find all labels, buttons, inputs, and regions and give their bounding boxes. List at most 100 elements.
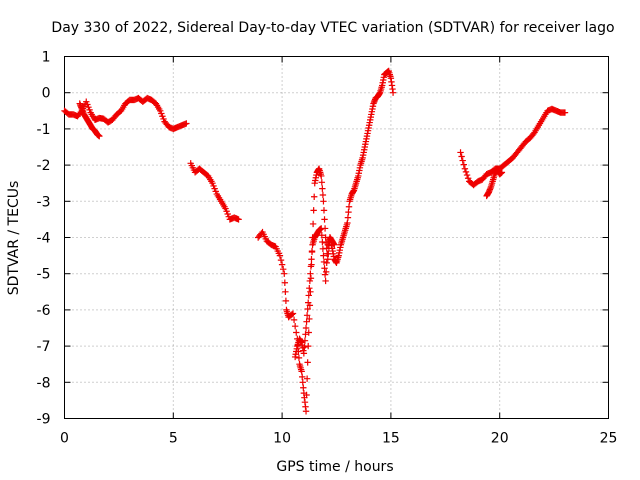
data-point <box>307 270 314 277</box>
data-point <box>460 161 467 168</box>
data-point <box>457 149 464 156</box>
data-point <box>298 368 305 375</box>
x-tick-label: 25 <box>600 431 618 447</box>
data-point <box>306 277 314 285</box>
data-point <box>303 312 311 319</box>
data-point <box>389 89 397 96</box>
series-segment-1 <box>61 94 190 133</box>
data-point <box>308 256 315 263</box>
data-point <box>309 220 317 228</box>
data-marks <box>61 67 569 415</box>
data-point <box>308 248 316 256</box>
data-point <box>281 279 289 286</box>
y-tick-label: -5 <box>37 267 51 283</box>
y-tick-label: 1 <box>42 50 51 66</box>
data-point <box>302 324 310 332</box>
data-point <box>561 109 569 116</box>
data-point <box>305 329 312 336</box>
data-point <box>303 375 311 382</box>
data-point <box>319 238 326 246</box>
x-tick-label: 0 <box>60 431 69 447</box>
x-tick-label: 5 <box>169 431 178 447</box>
data-point <box>345 203 353 210</box>
data-point <box>299 379 306 386</box>
data-point <box>303 391 310 399</box>
data-point <box>318 225 325 232</box>
data-point <box>293 329 300 336</box>
series-segment-1-branch <box>76 100 103 140</box>
y-tick-label: -8 <box>37 375 51 391</box>
series-segment-3 <box>254 67 397 415</box>
data-point <box>304 305 311 313</box>
data-point <box>344 219 351 227</box>
x-tick-label: 15 <box>382 431 400 447</box>
data-point <box>462 168 470 176</box>
data-point <box>277 256 285 264</box>
data-point <box>331 241 338 248</box>
data-point <box>319 191 327 199</box>
data-point <box>310 193 318 200</box>
data-point <box>305 299 312 306</box>
y-tick-label: -9 <box>37 412 51 428</box>
y-tick-label: -6 <box>37 303 51 319</box>
data-point <box>318 179 326 186</box>
data-point <box>278 261 286 268</box>
data-point <box>320 207 328 214</box>
data-point <box>463 171 471 179</box>
series-segment-3-branch <box>291 225 338 361</box>
data-point <box>319 245 327 253</box>
data-point <box>302 331 309 338</box>
data-point <box>324 250 331 257</box>
data-point <box>320 198 327 205</box>
data-point <box>307 263 315 270</box>
data-point <box>324 256 331 263</box>
x-axis-label: GPS time / hours <box>276 459 393 475</box>
data-point <box>288 311 296 318</box>
series-segment-2 <box>187 160 242 223</box>
y-tick-label: -7 <box>37 339 51 355</box>
data-point <box>279 265 287 273</box>
data-point <box>458 153 465 160</box>
data-point <box>301 343 308 351</box>
data-point <box>183 120 190 127</box>
y-axis-label: SDTVAR / TECUs <box>6 181 22 296</box>
data-point <box>464 175 472 182</box>
data-point <box>319 185 326 192</box>
chart-title: Day 330 of 2022, Sidereal Day-to-day VTE… <box>51 20 614 36</box>
data-point <box>305 292 312 299</box>
data-point <box>289 310 297 317</box>
data-point <box>290 316 298 324</box>
data-point <box>281 270 288 277</box>
series-segment-4 <box>457 105 569 189</box>
data-point <box>318 172 325 180</box>
data-point <box>96 132 103 140</box>
data-point <box>304 359 311 366</box>
data-point <box>461 165 469 172</box>
x-tick-label: 10 <box>273 431 291 447</box>
y-tick-label: -4 <box>37 231 51 247</box>
y-tick-label: 0 <box>42 86 51 102</box>
data-point <box>302 408 310 415</box>
data-point <box>318 232 326 239</box>
data-point <box>322 277 329 285</box>
data-point <box>301 337 309 344</box>
data-point <box>344 214 352 221</box>
data-point <box>321 265 328 272</box>
data-point <box>305 342 312 350</box>
data-point <box>303 318 310 325</box>
data-point <box>299 373 306 381</box>
x-tick-label: 20 <box>491 431 509 447</box>
series-segment-4-branch <box>483 167 506 200</box>
data-point <box>459 157 466 164</box>
data-point <box>300 384 307 391</box>
data-point <box>276 252 284 259</box>
data-point <box>345 208 352 216</box>
y-tick-label: -2 <box>37 158 51 174</box>
data-point <box>310 207 317 214</box>
data-point <box>235 216 242 223</box>
data-point <box>282 288 289 295</box>
data-point <box>306 284 313 292</box>
data-point <box>307 288 314 295</box>
y-tick-label: -1 <box>37 122 51 138</box>
